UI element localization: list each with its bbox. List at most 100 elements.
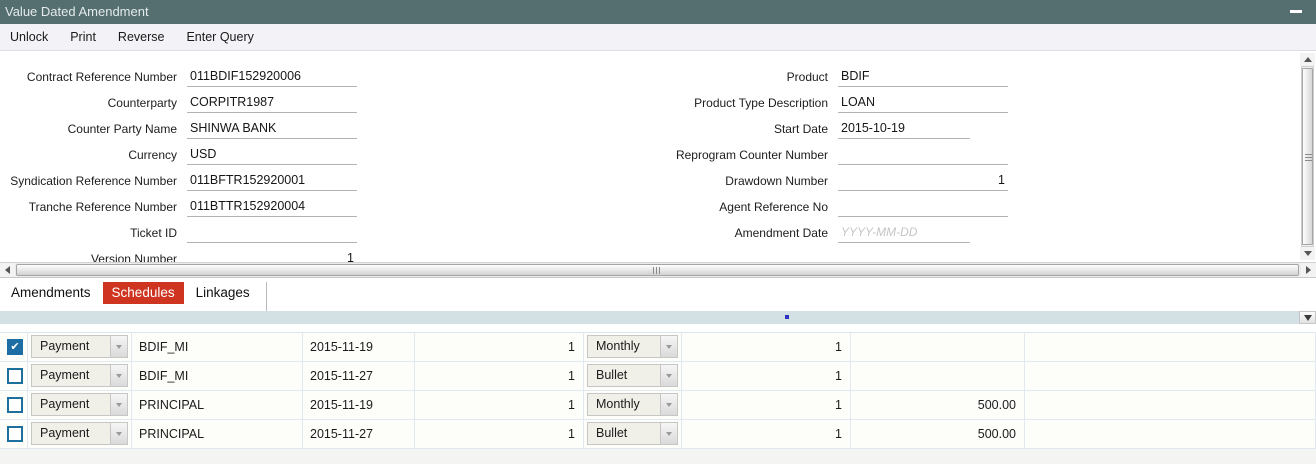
scroll-down-icon[interactable] bbox=[1300, 247, 1315, 260]
row-checkbox[interactable] bbox=[7, 426, 23, 442]
window-title: Value Dated Amendment bbox=[5, 4, 149, 19]
amendment-date-field[interactable]: YYYY-MM-DD bbox=[838, 223, 970, 243]
form-area: Contract Reference Number 011BDIF15292000… bbox=[0, 51, 1316, 262]
chevron-down-icon[interactable] bbox=[110, 336, 127, 357]
amount-cell[interactable]: 500.00 bbox=[851, 391, 1025, 419]
empty-cell bbox=[1025, 391, 1316, 419]
scroll-left-icon[interactable] bbox=[0, 263, 15, 277]
amount-cell[interactable]: 500.00 bbox=[851, 420, 1025, 448]
number-cell[interactable]: 1 bbox=[415, 362, 584, 390]
reprogram-counter-number-label: Reprogram Counter Number bbox=[675, 148, 828, 162]
scroll-right-icon[interactable] bbox=[1301, 263, 1316, 277]
agent-reference-no-field[interactable] bbox=[838, 197, 1008, 217]
chevron-down-icon[interactable] bbox=[660, 423, 677, 444]
component-cell[interactable]: BDIF_MI bbox=[132, 333, 303, 361]
form-column-left: Contract Reference Number 011BDIF15292000… bbox=[0, 64, 357, 262]
window-titlebar: Value Dated Amendment bbox=[0, 0, 1316, 24]
form-vertical-scrollbar[interactable] bbox=[1300, 53, 1315, 260]
frequency-dropdown[interactable]: Monthly bbox=[587, 393, 678, 416]
counter-party-name-label: Counter Party Name bbox=[67, 122, 177, 136]
tab-linkages[interactable]: Linkages bbox=[195, 285, 250, 300]
schedule-type-value: Payment bbox=[40, 397, 90, 411]
grid-header-strip bbox=[0, 311, 1316, 324]
tab-separator bbox=[265, 282, 267, 311]
tranche-reference-number-field[interactable]: 011BTTR152920004 bbox=[187, 197, 357, 217]
grid-scroll-button[interactable] bbox=[1299, 311, 1316, 324]
currency-label: Currency bbox=[128, 148, 177, 162]
form-horizontal-scrollbar[interactable] bbox=[0, 262, 1316, 278]
syndication-reference-number-field[interactable]: 011BFTR152920001 bbox=[187, 171, 357, 191]
product-field[interactable]: BDIF bbox=[838, 67, 1008, 87]
tab-amendments[interactable]: Amendments bbox=[11, 285, 91, 300]
component-cell[interactable]: PRINCIPAL bbox=[132, 420, 303, 448]
due-date-cell[interactable]: 2015-11-27 bbox=[303, 420, 415, 448]
count-cell[interactable]: 1 bbox=[682, 362, 851, 390]
vertical-scroll-track[interactable] bbox=[1301, 66, 1314, 247]
unlock-button[interactable]: Unlock bbox=[10, 30, 49, 44]
chevron-down-icon[interactable] bbox=[110, 423, 127, 444]
vertical-scroll-thumb[interactable] bbox=[1302, 68, 1313, 245]
horizontal-scroll-thumb[interactable] bbox=[16, 264, 1299, 276]
component-cell[interactable]: PRINCIPAL bbox=[132, 391, 303, 419]
drawdown-number-field[interactable]: 1 bbox=[838, 171, 1008, 191]
reverse-button[interactable]: Reverse bbox=[117, 30, 165, 44]
component-cell[interactable]: BDIF_MI bbox=[132, 362, 303, 390]
thumb-grip-icon bbox=[1305, 152, 1312, 161]
version-number-field[interactable]: 1 bbox=[187, 249, 357, 262]
count-cell[interactable]: 1 bbox=[682, 391, 851, 419]
contract-reference-number-field[interactable]: 011BDIF152920006 bbox=[187, 67, 357, 87]
empty-cell bbox=[1025, 420, 1316, 448]
enter-query-button[interactable]: Enter Query bbox=[186, 30, 254, 44]
frequency-dropdown[interactable]: Bullet bbox=[587, 364, 678, 387]
number-cell[interactable]: 1 bbox=[415, 391, 584, 419]
frequency-value: Bullet bbox=[596, 368, 628, 382]
amendment-date-placeholder: YYYY-MM-DD bbox=[841, 225, 918, 239]
chevron-down-icon[interactable] bbox=[110, 365, 127, 386]
counterparty-field[interactable]: CORPITR1987 bbox=[187, 93, 357, 113]
count-cell[interactable]: 1 bbox=[682, 420, 851, 448]
counter-party-name-field[interactable]: SHINWA BANK bbox=[187, 119, 357, 139]
schedule-type-dropdown[interactable]: Payment bbox=[31, 393, 128, 416]
ticket-id-field[interactable] bbox=[187, 223, 357, 243]
number-cell[interactable]: 1 bbox=[415, 333, 584, 361]
product-label: Product bbox=[786, 70, 828, 84]
schedule-type-dropdown[interactable]: Payment bbox=[31, 335, 128, 358]
number-cell[interactable]: 1 bbox=[415, 420, 584, 448]
amount-cell[interactable] bbox=[851, 362, 1025, 390]
schedule-type-dropdown[interactable]: Payment bbox=[31, 422, 128, 445]
product-type-description-label: Product Type Description bbox=[694, 96, 828, 110]
schedules-table: Payment BDIF_MI 2015-11-19 1 Monthly 1 P… bbox=[0, 332, 1316, 449]
product-type-description-field[interactable]: LOAN bbox=[838, 93, 1008, 113]
chevron-down-icon[interactable] bbox=[110, 394, 127, 415]
minimize-icon[interactable] bbox=[1290, 10, 1302, 13]
count-cell[interactable]: 1 bbox=[682, 333, 851, 361]
start-date-field[interactable]: 2015-10-19 bbox=[838, 119, 970, 139]
agent-reference-no-label: Agent Reference No bbox=[719, 200, 828, 214]
counterparty-label: Counterparty bbox=[107, 96, 177, 110]
triangle-down-icon bbox=[1303, 314, 1312, 321]
table-row: Payment PRINCIPAL 2015-11-19 1 Monthly 1… bbox=[0, 391, 1316, 420]
tab-schedules[interactable]: Schedules bbox=[102, 282, 184, 304]
reprogram-counter-number-field[interactable] bbox=[838, 145, 1008, 165]
frequency-dropdown[interactable]: Bullet bbox=[587, 422, 678, 445]
chevron-down-icon[interactable] bbox=[660, 336, 677, 357]
currency-field[interactable]: USD bbox=[187, 145, 357, 165]
amount-cell[interactable] bbox=[851, 333, 1025, 361]
schedule-type-dropdown[interactable]: Payment bbox=[31, 364, 128, 387]
amendment-date-label: Amendment Date bbox=[734, 226, 828, 240]
focus-dot bbox=[785, 315, 789, 319]
schedule-type-value: Payment bbox=[40, 368, 90, 382]
due-date-cell[interactable]: 2015-11-19 bbox=[303, 391, 415, 419]
scroll-up-icon[interactable] bbox=[1300, 53, 1315, 66]
grid-gap bbox=[0, 324, 1316, 332]
frequency-dropdown[interactable]: Monthly bbox=[587, 335, 678, 358]
chevron-down-icon[interactable] bbox=[660, 365, 677, 386]
print-button[interactable]: Print bbox=[70, 30, 96, 44]
row-checkbox[interactable] bbox=[7, 339, 23, 355]
due-date-cell[interactable]: 2015-11-19 bbox=[303, 333, 415, 361]
ticket-id-label: Ticket ID bbox=[130, 226, 177, 240]
row-checkbox[interactable] bbox=[7, 368, 23, 384]
chevron-down-icon[interactable] bbox=[660, 394, 677, 415]
row-checkbox[interactable] bbox=[7, 397, 23, 413]
due-date-cell[interactable]: 2015-11-27 bbox=[303, 362, 415, 390]
